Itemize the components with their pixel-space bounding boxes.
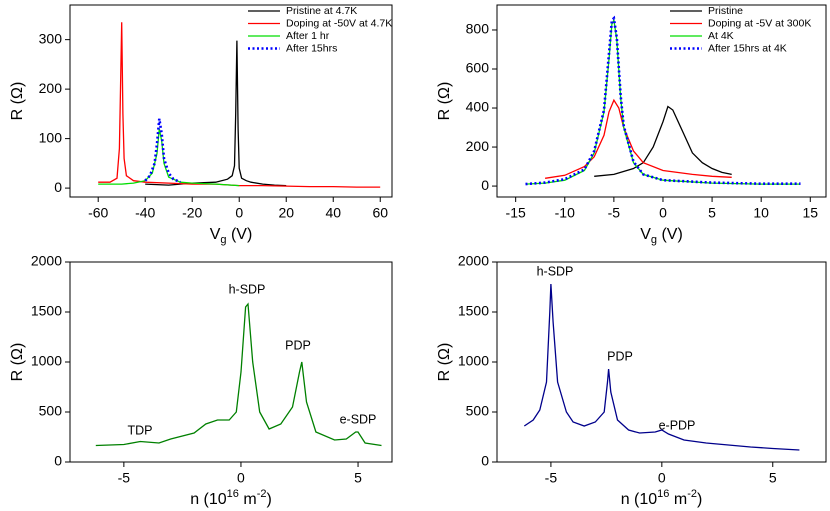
y-tick-label: 600	[466, 60, 490, 76]
plot-frame	[69, 261, 393, 463]
x-tick-label: 40	[325, 205, 341, 221]
x-axis-label-part: )	[266, 491, 271, 508]
x-axis-label-part: V	[640, 226, 651, 243]
data-line	[98, 22, 381, 188]
legend-label: After 15hrs at 4K	[708, 42, 787, 54]
data-line	[594, 105, 732, 177]
data-line	[95, 302, 382, 447]
annotation: PDP	[607, 349, 633, 363]
x-axis-label-part: (V)	[657, 226, 683, 243]
x-tick-label: 10	[753, 205, 769, 221]
x-tick-label: 5	[769, 470, 777, 486]
y-tick-label: 300	[39, 30, 63, 46]
plot-frame	[69, 4, 393, 198]
y-axis-label: R (Ω)	[9, 82, 26, 121]
x-axis-label: Vg (V)	[210, 226, 253, 246]
x-axis-label: n (1016 m-2)	[190, 488, 272, 508]
x-tick-label: 5	[354, 470, 362, 486]
y-tick-label: 100	[39, 129, 63, 145]
x-axis-label-part: 16	[227, 488, 239, 500]
x-axis-label-part: m	[239, 491, 257, 508]
x-tick-label: 5	[708, 205, 716, 221]
x-tick-label: 0	[237, 470, 245, 486]
y-tick-label: 0	[54, 453, 62, 469]
x-axis-label-part: 16	[657, 488, 669, 500]
legend-label: After 15hrs	[286, 42, 337, 54]
y-tick-label: 800	[466, 21, 490, 37]
annotation: TDP	[128, 423, 153, 437]
annotation: h-SDP	[537, 264, 574, 278]
x-axis-label-part: m	[669, 491, 687, 508]
x-tick-label: -10	[555, 205, 575, 221]
x-axis-label-part: g	[220, 234, 226, 246]
x-axis-label-part: (V)	[227, 226, 253, 243]
data-line	[525, 18, 801, 185]
data-line	[145, 40, 287, 187]
y-tick-label: 0	[481, 177, 489, 193]
annotation: PDP	[285, 338, 311, 352]
y-axis-label: R (Ω)	[436, 82, 453, 121]
x-tick-label: 0	[658, 470, 666, 486]
x-axis-label-part: g	[651, 234, 657, 246]
y-tick-label: 0	[54, 179, 62, 195]
x-tick-label: -60	[88, 205, 108, 221]
x-tick-label: -5	[608, 205, 621, 221]
x-tick-label: 20	[278, 205, 294, 221]
y-axis-label: R (Ω)	[436, 343, 453, 382]
x-tick-label: 0	[659, 205, 667, 221]
data-line	[144, 118, 182, 184]
x-axis-label-part: -2	[687, 488, 697, 500]
x-axis-label-part: -2	[257, 488, 267, 500]
x-tick-label: 0	[235, 205, 243, 221]
y-tick-label: 400	[466, 99, 490, 115]
annotation: h-SDP	[229, 282, 266, 296]
y-tick-label: 0	[481, 453, 489, 469]
y-tick-label: 500	[39, 403, 63, 419]
legend-label: After 1 hr	[286, 30, 330, 42]
annotation: e-SDP	[340, 412, 377, 426]
y-tick-label: 200	[39, 80, 63, 96]
legend-label: At 4K	[708, 30, 734, 42]
y-tick-label: 1500	[31, 303, 62, 319]
x-tick-label: -20	[182, 205, 202, 221]
y-tick-label: 1000	[458, 353, 489, 369]
x-axis-label: Vg (V)	[640, 226, 683, 246]
y-tick-label: 500	[466, 403, 490, 419]
x-tick-label: -5	[118, 470, 131, 486]
data-line	[98, 128, 240, 187]
x-axis-label: n (1016 m-2)	[621, 488, 703, 508]
legend-label: Doping at -5V at 300K	[708, 17, 811, 29]
y-tick-label: 1000	[31, 353, 62, 369]
x-axis-label-part: n (10	[621, 491, 658, 508]
y-tick-label: 1500	[458, 303, 489, 319]
legend-label: Pristine	[708, 5, 743, 17]
y-tick-label: 2000	[458, 253, 489, 269]
x-tick-label: -15	[506, 205, 526, 221]
plot-frame	[496, 261, 827, 463]
y-tick-label: 200	[466, 138, 490, 154]
y-axis-label: R (Ω)	[9, 343, 26, 382]
x-tick-label: -40	[135, 205, 155, 221]
y-tick-label: 2000	[31, 253, 62, 269]
x-axis-label-part: )	[697, 491, 702, 508]
annotation: e-PDP	[659, 418, 696, 432]
x-axis-label-part: n (10	[190, 491, 227, 508]
legend-label: Pristine at 4.7K	[286, 5, 357, 17]
legend-label: Doping at -50V at 4.7K	[286, 17, 392, 29]
x-tick-label: 15	[802, 205, 818, 221]
x-axis-label-part: V	[210, 226, 221, 243]
data-line	[523, 283, 800, 451]
plot-frame	[496, 4, 827, 198]
x-tick-label: -5	[545, 470, 558, 486]
x-tick-label: 60	[372, 205, 388, 221]
